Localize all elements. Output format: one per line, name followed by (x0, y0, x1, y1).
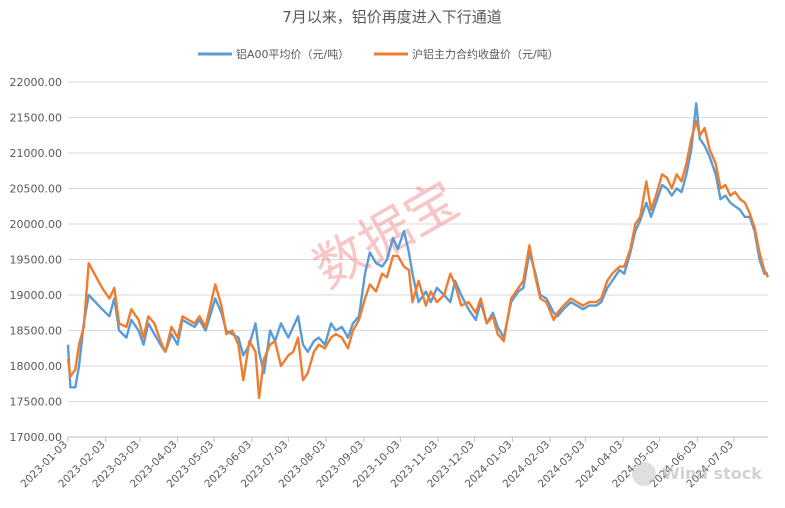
wind-logo-icon (632, 462, 656, 486)
y-tick-label: 18000.00 (10, 360, 63, 373)
y-tick-label: 17500.00 (10, 396, 63, 409)
series-line-shfe (66, 119, 770, 400)
y-tick-label: 19500.00 (10, 254, 63, 267)
watermark: 数据宝 (304, 170, 469, 300)
chart-title: 7月以来，铝价再度进入下行通道 (282, 8, 502, 26)
series-lines (66, 102, 770, 400)
gridlines (68, 81, 768, 438)
legend: 铝A00平均价（元/吨） 沪铝主力合约收盘价（元/吨） (198, 47, 559, 61)
y-tick-label: 22000.00 (10, 76, 63, 89)
corner-watermark-text: Wind stock (662, 464, 762, 483)
y-tick-label: 20000.00 (10, 218, 63, 231)
y-tick-label: 17000.00 (10, 431, 63, 444)
legend-label-a00: 铝A00平均价（元/吨） (236, 47, 349, 61)
watermark-text: 数据宝 (304, 170, 469, 300)
y-tick-label: 21000.00 (10, 147, 63, 160)
y-tick-label: 18500.00 (10, 325, 63, 338)
y-tick-label: 20500.00 (10, 183, 63, 196)
y-tick-label: 21500.00 (10, 112, 63, 125)
corner-watermark: Wind stock (632, 462, 762, 486)
x-axis-ticks: 2023-01-032023-02-032023-03-032023-04-03… (18, 437, 736, 490)
y-axis-ticks: 17000.00 17500.00 18000.00 18500.00 19000.00… (10, 76, 63, 444)
y-tick-label: 19000.00 (10, 289, 63, 302)
legend-label-shfe: 沪铝主力合约收盘价（元/吨） (412, 47, 559, 61)
